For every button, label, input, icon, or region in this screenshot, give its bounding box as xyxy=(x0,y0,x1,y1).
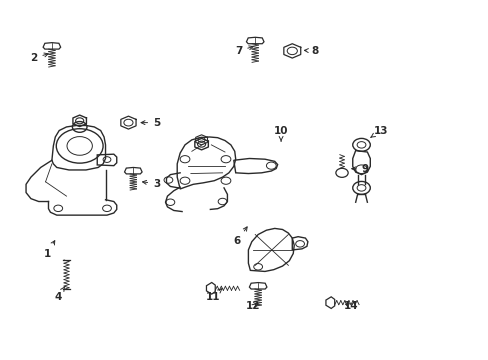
Text: 8: 8 xyxy=(304,46,318,56)
Text: 9: 9 xyxy=(351,164,368,174)
Text: 1: 1 xyxy=(43,241,55,258)
Text: 13: 13 xyxy=(370,126,387,137)
Text: 4: 4 xyxy=(55,287,65,302)
Text: 7: 7 xyxy=(234,46,252,56)
Text: 3: 3 xyxy=(142,179,160,189)
Text: 5: 5 xyxy=(141,118,160,128)
Text: 2: 2 xyxy=(30,53,48,63)
Text: 11: 11 xyxy=(205,289,222,302)
Text: 12: 12 xyxy=(245,301,260,311)
Text: 6: 6 xyxy=(233,227,246,246)
Text: 10: 10 xyxy=(273,126,288,141)
Text: 14: 14 xyxy=(343,301,357,311)
